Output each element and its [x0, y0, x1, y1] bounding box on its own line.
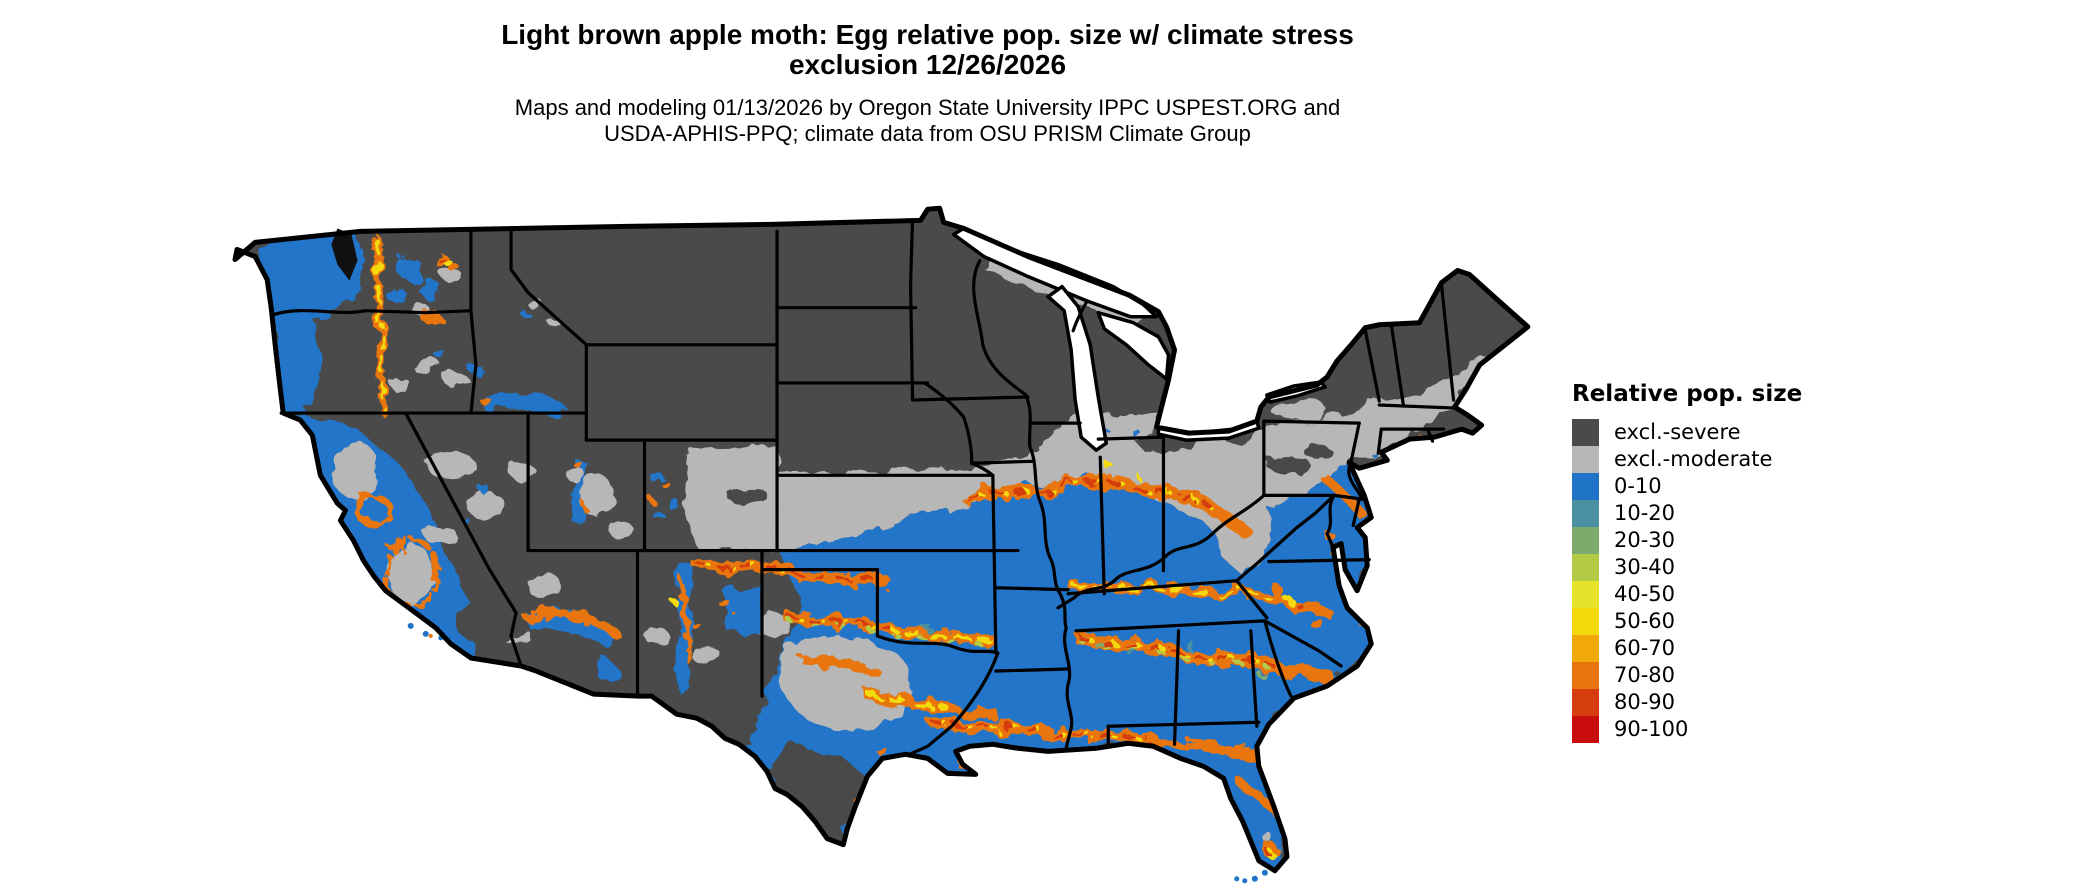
map-title-line-2: exclusion 12/26/2026: [788, 49, 1067, 80]
legend-swatch: [1572, 527, 1599, 554]
map-title-line-1: Light brown apple moth: Egg relative pop…: [501, 19, 1354, 50]
us-map-outline: [232, 205, 1531, 874]
map-subtitle: Maps and modeling 01/13/2026 by Oregon S…: [0, 95, 1855, 147]
legend-swatch: [1572, 473, 1599, 500]
legend-row: excl.-moderate: [1572, 446, 1902, 473]
legend-swatch: [1572, 446, 1599, 473]
region-blue-east-nm: [721, 585, 762, 634]
legend-label: excl.-severe: [1614, 420, 1741, 444]
legend-swatch: [1572, 608, 1599, 635]
legend-row: 80-90: [1572, 689, 1902, 716]
map-subtitle-line-1: Maps and modeling 01/13/2026 by Oregon S…: [514, 95, 1341, 120]
legend-label: 80-90: [1614, 690, 1676, 714]
legend-label: 10-20: [1614, 501, 1676, 525]
region-severe-patches: [455, 444, 1332, 845]
legend-row: 10-20: [1572, 500, 1902, 527]
legend-label: 70-80: [1614, 663, 1676, 687]
legend-row: 90-100: [1572, 716, 1902, 743]
legend-swatch: [1572, 716, 1599, 743]
legend-row: 20-30: [1572, 527, 1902, 554]
region-moderate-south-michigan: [1100, 413, 1159, 442]
legend-row: 50-60: [1572, 608, 1902, 635]
legend-label: 40-50: [1614, 582, 1676, 606]
legend-row: 0-10: [1572, 473, 1902, 500]
legend-swatch: [1572, 662, 1599, 689]
legend-label: 50-60: [1614, 609, 1676, 633]
legend-title: Relative pop. size: [1572, 381, 1803, 407]
legend-label: 60-70: [1614, 636, 1676, 660]
legend-row: 70-80: [1572, 662, 1902, 689]
region-blue-arizona-band: [524, 608, 617, 646]
legend-swatch: [1572, 581, 1599, 608]
legend-row: 30-40: [1572, 554, 1902, 581]
legend-label: 90-100: [1614, 717, 1689, 741]
region-moderate-west-mottle: [333, 267, 1270, 840]
us-risk-map: [225, 163, 1575, 892]
legend-row: excl.-severe: [1572, 419, 1902, 446]
legend-swatch: [1572, 554, 1599, 581]
header: Light brown apple moth: Egg relative pop…: [0, 20, 1855, 147]
legend-swatch: [1572, 419, 1599, 446]
legend-items: excl.-severe excl.-moderate 0-10 10-20 20-30…: [1572, 419, 1902, 743]
legend-label: 20-30: [1614, 528, 1676, 552]
map-subtitle-line-2: USDA-APHIS-PPQ; climate data from OSU PR…: [604, 121, 1251, 146]
legend-label: 30-40: [1614, 555, 1676, 579]
us-map-svg: [232, 205, 1531, 884]
region-moderate-upstate-ny: [1270, 399, 1328, 422]
legend: Relative pop. size excl.-severe excl.-mod…: [1572, 381, 1902, 743]
state-borders: [271, 218, 1458, 756]
region-blue-snake-plain: [480, 393, 565, 418]
lake-michigan: [1046, 284, 1109, 452]
legend-row: 60-70: [1572, 635, 1902, 662]
legend-row: 40-50: [1572, 581, 1902, 608]
legend-swatch: [1572, 689, 1599, 716]
legend-label: excl.-moderate: [1614, 447, 1773, 471]
legend-swatch: [1572, 500, 1599, 527]
legend-swatch: [1572, 635, 1599, 662]
lake-superior: [951, 226, 1159, 319]
region-blue-west-oregon: [273, 314, 322, 414]
legend-label: 0-10: [1614, 474, 1662, 498]
puget-sound: [331, 228, 358, 281]
